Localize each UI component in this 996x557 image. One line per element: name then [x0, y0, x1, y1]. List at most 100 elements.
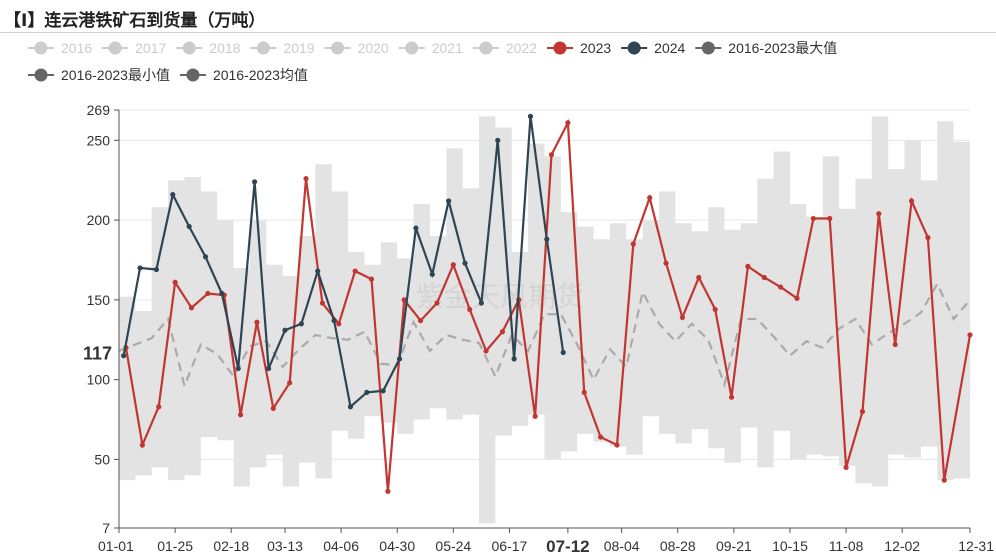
point-2024 [527, 113, 534, 119]
point-2023 [565, 120, 571, 126]
point-2023 [368, 276, 375, 282]
point-2023 [352, 268, 358, 274]
point-2024 [219, 290, 225, 297]
x-tick-label: 02-18 [213, 538, 249, 554]
point-2023 [598, 434, 604, 440]
y-tick-label: 250 [87, 132, 111, 148]
page-title: 【I】连云港铁矿石到货量（万吨） [4, 11, 266, 31]
y-tick-label: 269 [87, 102, 111, 118]
y-tick-label: 150 [87, 292, 111, 308]
point-2023 [270, 405, 276, 411]
legend-item-2023[interactable]: 2023 [547, 40, 611, 56]
legend-marker [34, 41, 48, 55]
legend-marker [627, 41, 641, 55]
x-tick-label: 01-25 [157, 538, 193, 554]
point-2024 [331, 317, 337, 324]
point-2023 [827, 215, 833, 222]
point-2023 [172, 279, 178, 285]
point-2024 [315, 268, 321, 274]
point-2023 [630, 241, 636, 247]
point-2024 [282, 327, 288, 333]
point-2024 [186, 223, 192, 230]
y-tick-label: 7 [102, 520, 110, 536]
legend-item-2022[interactable]: 2022 [472, 40, 537, 56]
point-2024 [560, 349, 566, 356]
point-2023 [647, 195, 653, 201]
x-tick-label: 11-08 [829, 538, 864, 554]
point-2024 [235, 365, 241, 372]
point-2023 [336, 321, 342, 327]
point-2023 [679, 314, 686, 321]
x-pointer-bg [537, 534, 598, 556]
legend-label: 2016-2023均值 [213, 67, 308, 83]
point-2023 [761, 274, 767, 281]
point-2023 [778, 284, 784, 290]
point-2023 [188, 305, 195, 311]
legend-marker [331, 41, 345, 55]
point-2023 [663, 260, 669, 266]
y-tick-label: 100 [87, 372, 111, 388]
legend-marker [186, 68, 200, 82]
point-2024 [364, 389, 370, 395]
point-2024 [347, 404, 354, 410]
max-min-band-area [119, 116, 970, 524]
x-tick-label: 09-21 [716, 538, 752, 554]
point-2024 [511, 356, 517, 362]
point-2023 [385, 488, 391, 494]
x-tick-label: 05-24 [435, 538, 471, 554]
point-2024 [170, 191, 176, 198]
series-line-2024 [122, 116, 565, 409]
point-2023 [287, 380, 293, 386]
legend-label: 2020 [358, 40, 389, 56]
x-tick-label: 12-31 [958, 538, 994, 554]
legend-label: 2017 [135, 40, 166, 56]
point-2024 [137, 265, 143, 271]
point-2024 [380, 388, 386, 394]
average-line [118, 281, 971, 390]
point-2024 [153, 266, 160, 273]
legend-label: 2018 [209, 40, 240, 56]
point-2023 [319, 300, 325, 306]
legend-item-2019[interactable]: 2019 [250, 40, 315, 56]
legend[interactable]: 2016 2017 2018 2019 2020 2021 2022 2023 2024 2016… [28, 40, 837, 83]
legend-marker [256, 41, 270, 55]
point-2023 [728, 394, 735, 400]
point-2023 [434, 300, 440, 306]
legend-item-2016-2023最小值[interactable]: 2016-2023最小值 [28, 67, 170, 83]
legend-item-2017[interactable]: 2017 [102, 40, 167, 56]
point-2023 [794, 295, 800, 301]
legend-item-2024[interactable]: 2024 [621, 40, 686, 56]
point-2024 [462, 260, 468, 266]
legend-item-2021[interactable]: 2021 [398, 40, 463, 56]
legend-marker [553, 41, 567, 55]
point-2023 [467, 306, 473, 313]
legend-marker [479, 41, 493, 55]
legend-item-2020[interactable]: 2020 [324, 40, 389, 56]
legend-item-2016-2023最大值[interactable]: 2016-2023最大值 [695, 40, 837, 56]
x-tick-label: 06-17 [492, 538, 528, 554]
point-2023 [254, 319, 260, 325]
x-pointer-label: 07-12 [546, 537, 589, 556]
point-2023 [205, 290, 211, 297]
axes: 7 50 100 150 200 250 269 01-01 01-25 02-18 03-13 04… [74, 102, 994, 556]
point-2023 [925, 235, 931, 241]
point-2023 [156, 404, 162, 410]
point-2024 [544, 236, 550, 242]
legend-marker [182, 41, 196, 55]
legend-item-2016-2023均值[interactable]: 2016-2023均值 [179, 67, 308, 83]
point-2023 [614, 442, 620, 448]
legend-label: 2024 [654, 40, 685, 56]
point-2023 [139, 442, 145, 448]
point-2023 [483, 348, 489, 354]
point-2023 [810, 215, 816, 222]
point-2024 [495, 137, 501, 143]
point-2024 [251, 179, 258, 185]
legend-label: 2019 [283, 40, 314, 56]
point-2023 [876, 211, 882, 217]
point-2024 [446, 198, 452, 204]
legend-label: 2016 [61, 40, 92, 56]
point-2023 [859, 408, 866, 415]
legend-item-2018[interactable]: 2018 [176, 40, 241, 56]
legend-item-2016[interactable]: 2016 [28, 40, 92, 56]
